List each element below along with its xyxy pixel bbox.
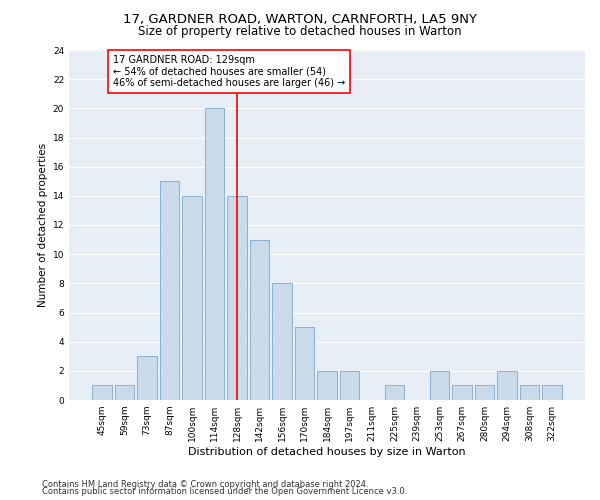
Bar [115,386,134,400]
Bar [205,108,224,400]
Bar [542,386,562,400]
X-axis label: Distribution of detached houses by size in Warton: Distribution of detached houses by size … [188,447,466,457]
Bar [92,386,112,400]
Text: 17, GARDNER ROAD, WARTON, CARNFORTH, LA5 9NY: 17, GARDNER ROAD, WARTON, CARNFORTH, LA5… [123,12,477,26]
Bar [182,196,202,400]
Bar [160,181,179,400]
Bar [250,240,269,400]
Text: Size of property relative to detached houses in Warton: Size of property relative to detached ho… [138,25,462,38]
Bar [340,371,359,400]
Bar [385,386,404,400]
Text: Contains HM Land Registry data © Crown copyright and database right 2024.: Contains HM Land Registry data © Crown c… [42,480,368,489]
Bar [227,196,247,400]
Bar [317,371,337,400]
Y-axis label: Number of detached properties: Number of detached properties [38,143,49,307]
Bar [430,371,449,400]
Bar [452,386,472,400]
Bar [272,284,292,400]
Text: 17 GARDNER ROAD: 129sqm
← 54% of detached houses are smaller (54)
46% of semi-de: 17 GARDNER ROAD: 129sqm ← 54% of detache… [113,56,346,88]
Bar [295,327,314,400]
Text: Contains public sector information licensed under the Open Government Licence v3: Contains public sector information licen… [42,487,407,496]
Bar [137,356,157,400]
Bar [520,386,539,400]
Bar [475,386,494,400]
Bar [497,371,517,400]
